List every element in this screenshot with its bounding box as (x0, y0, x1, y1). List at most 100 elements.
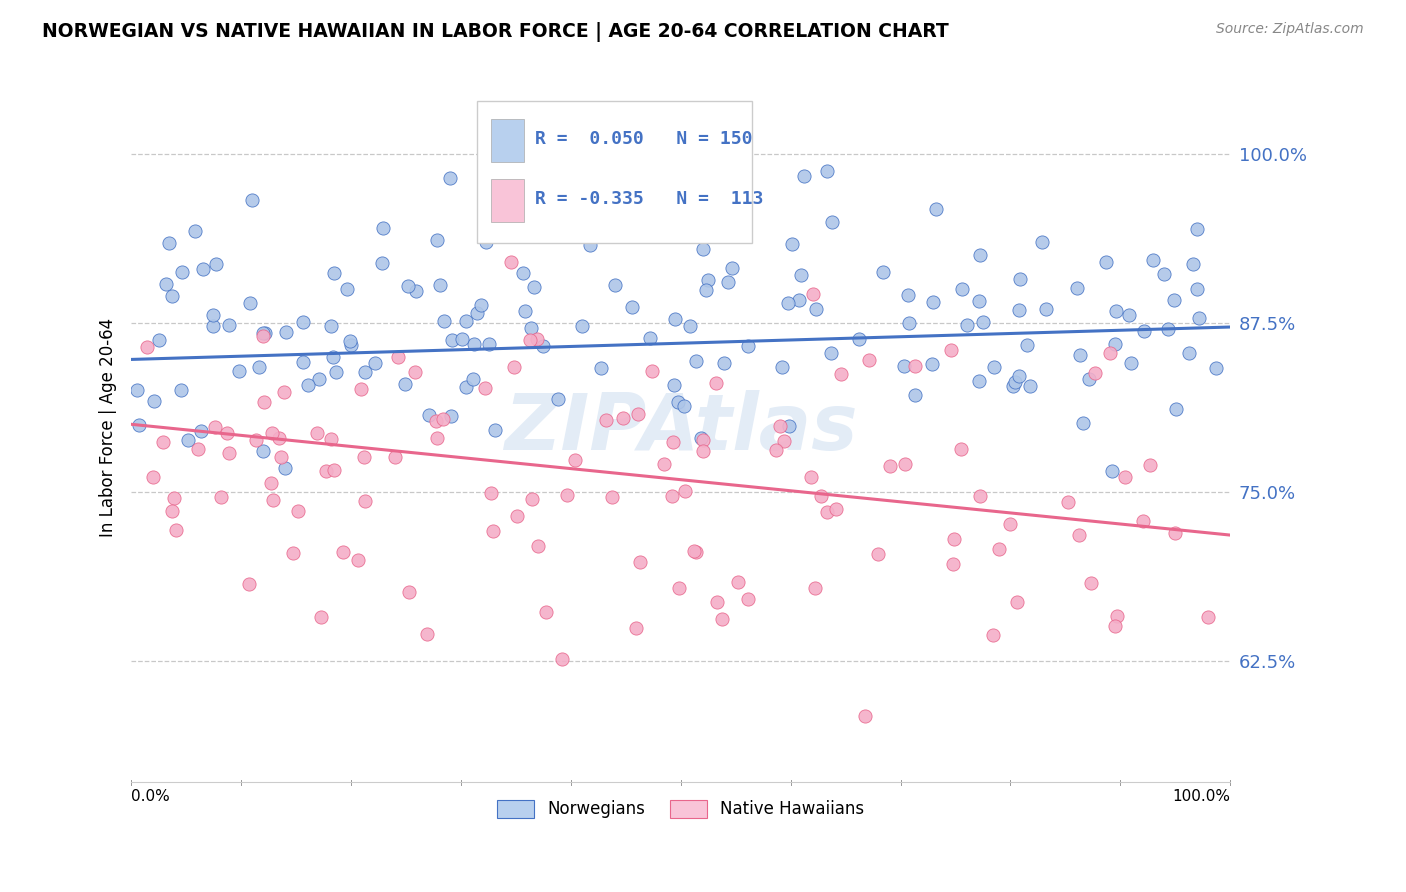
Point (439, 171, 461, 186)
Point (641, 363, 664, 377)
Point (228, 364, 250, 378)
Point (254, 326, 277, 340)
Point (155, 277, 177, 291)
Point (551, 652, 574, 666)
Point (260, 475, 283, 490)
Point (475, 235, 498, 249)
Point (315, 464, 337, 478)
Point (1017, 338, 1039, 352)
Point (983, 359, 1005, 374)
Point (721, 261, 744, 276)
Point (772, 434, 794, 448)
Point (323, 462, 346, 476)
Point (515, 304, 537, 318)
Point (353, 450, 375, 464)
Point (371, 256, 394, 270)
Point (737, 591, 759, 606)
Point (405, 284, 427, 298)
Point (260, 426, 283, 441)
Point (664, 311, 686, 326)
Point (505, 508, 527, 523)
Point (165, 524, 187, 538)
Point (481, 524, 503, 538)
Text: ZIPAtlas: ZIPAtlas (503, 390, 858, 466)
Point (685, 354, 707, 368)
Point (172, 265, 194, 279)
Point (1104, 619, 1126, 633)
Point (1031, 235, 1053, 249)
Point (1095, 255, 1118, 269)
Point (309, 609, 332, 624)
Point (142, 470, 165, 484)
Text: 0.0%: 0.0% (131, 789, 170, 804)
Point (531, 339, 554, 353)
Point (690, 431, 713, 445)
Point (821, 214, 844, 228)
Point (433, 314, 456, 328)
Point (432, 412, 454, 426)
Y-axis label: In Labor Force | Age 20-64: In Labor Force | Age 20-64 (100, 318, 117, 537)
Point (218, 446, 240, 460)
Point (800, 470, 823, 484)
Point (354, 494, 377, 508)
Point (136, 340, 159, 354)
Point (1008, 272, 1031, 286)
Point (679, 318, 702, 333)
Point (252, 444, 274, 458)
Point (904, 387, 927, 401)
Point (273, 385, 295, 400)
Point (1008, 369, 1031, 384)
Point (270, 450, 292, 464)
Point (142, 394, 165, 409)
Point (479, 486, 502, 500)
Point (595, 413, 617, 427)
Point (898, 317, 921, 331)
Point (1132, 515, 1154, 529)
Point (972, 315, 994, 329)
Point (778, 295, 800, 310)
Point (673, 483, 696, 498)
Point (1185, 222, 1208, 236)
Point (815, 505, 838, 519)
Point (682, 191, 704, 205)
Point (1035, 301, 1057, 316)
Point (950, 442, 973, 457)
Point (589, 361, 612, 376)
Point (418, 408, 440, 422)
Point (662, 377, 685, 392)
Text: NORWEGIAN VS NATIVE HAWAIIAN IN LABOR FORCE | AGE 20-64 CORRELATION CHART: NORWEGIAN VS NATIVE HAWAIIAN IN LABOR FO… (42, 22, 949, 42)
Point (202, 319, 225, 334)
Point (737, 339, 759, 353)
Point (526, 332, 548, 346)
Point (627, 407, 650, 421)
Point (682, 544, 704, 558)
Point (564, 452, 586, 467)
Point (806, 301, 828, 316)
Point (240, 193, 263, 207)
Point (824, 502, 846, 516)
Point (463, 337, 485, 351)
Point (204, 420, 226, 434)
Point (503, 359, 526, 374)
Point (184, 224, 207, 238)
Point (1008, 303, 1031, 318)
Point (187, 442, 209, 456)
Point (922, 295, 945, 310)
Point (628, 555, 651, 569)
Point (1066, 281, 1088, 295)
Point (177, 433, 200, 447)
Point (981, 628, 1004, 642)
Point (520, 492, 543, 507)
Point (571, 319, 593, 334)
Point (1178, 345, 1201, 359)
Point (170, 383, 193, 397)
Point (534, 605, 557, 619)
Point (1007, 595, 1029, 609)
Point (519, 333, 541, 347)
Point (713, 356, 735, 370)
Point (787, 293, 810, 308)
Point (501, 255, 523, 269)
Point (305, 426, 328, 441)
Point (1118, 308, 1140, 322)
FancyBboxPatch shape (478, 102, 752, 244)
